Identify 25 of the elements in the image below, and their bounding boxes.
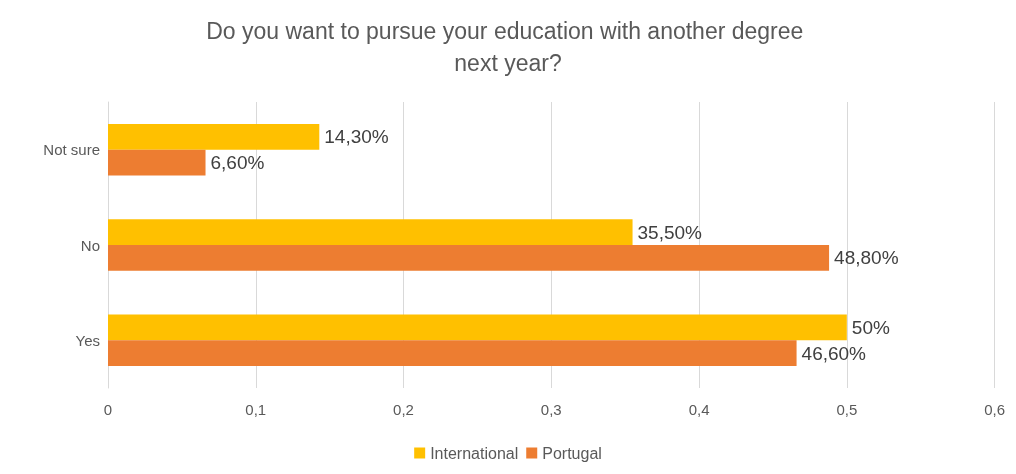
y-tick-label: No [80,236,100,254]
chart-title: Do you want to pursue your education with another degree next year? [206,18,810,76]
bar [108,123,320,150]
bar [108,314,847,341]
data-label: 50% [851,316,890,338]
data-label: 6,60% [210,152,265,174]
x-tick-label: 0,6 [984,401,1005,418]
data-label: 14,30% [324,126,389,148]
x-tick-label: 0,1 [245,401,267,418]
data-label: 46,60% [801,342,867,364]
data-label: 48,80% [834,247,899,269]
bar [108,149,206,176]
data-label: 35,50% [637,221,703,243]
bar [108,340,797,367]
x-tick-label: 0,3 [540,401,562,418]
legend-label: Portugal [542,444,602,462]
x-tick-label: 0 [103,401,113,418]
bar [108,245,830,271]
y-tick-label: Not sure [43,141,100,159]
legend-label: International [430,444,519,462]
x-tick-label: 0,5 [836,401,858,418]
bar [108,219,633,245]
x-tick-label: 0,4 [688,401,710,418]
y-tick-label: Yes [75,331,100,349]
x-tick-label: 0,2 [393,401,414,418]
